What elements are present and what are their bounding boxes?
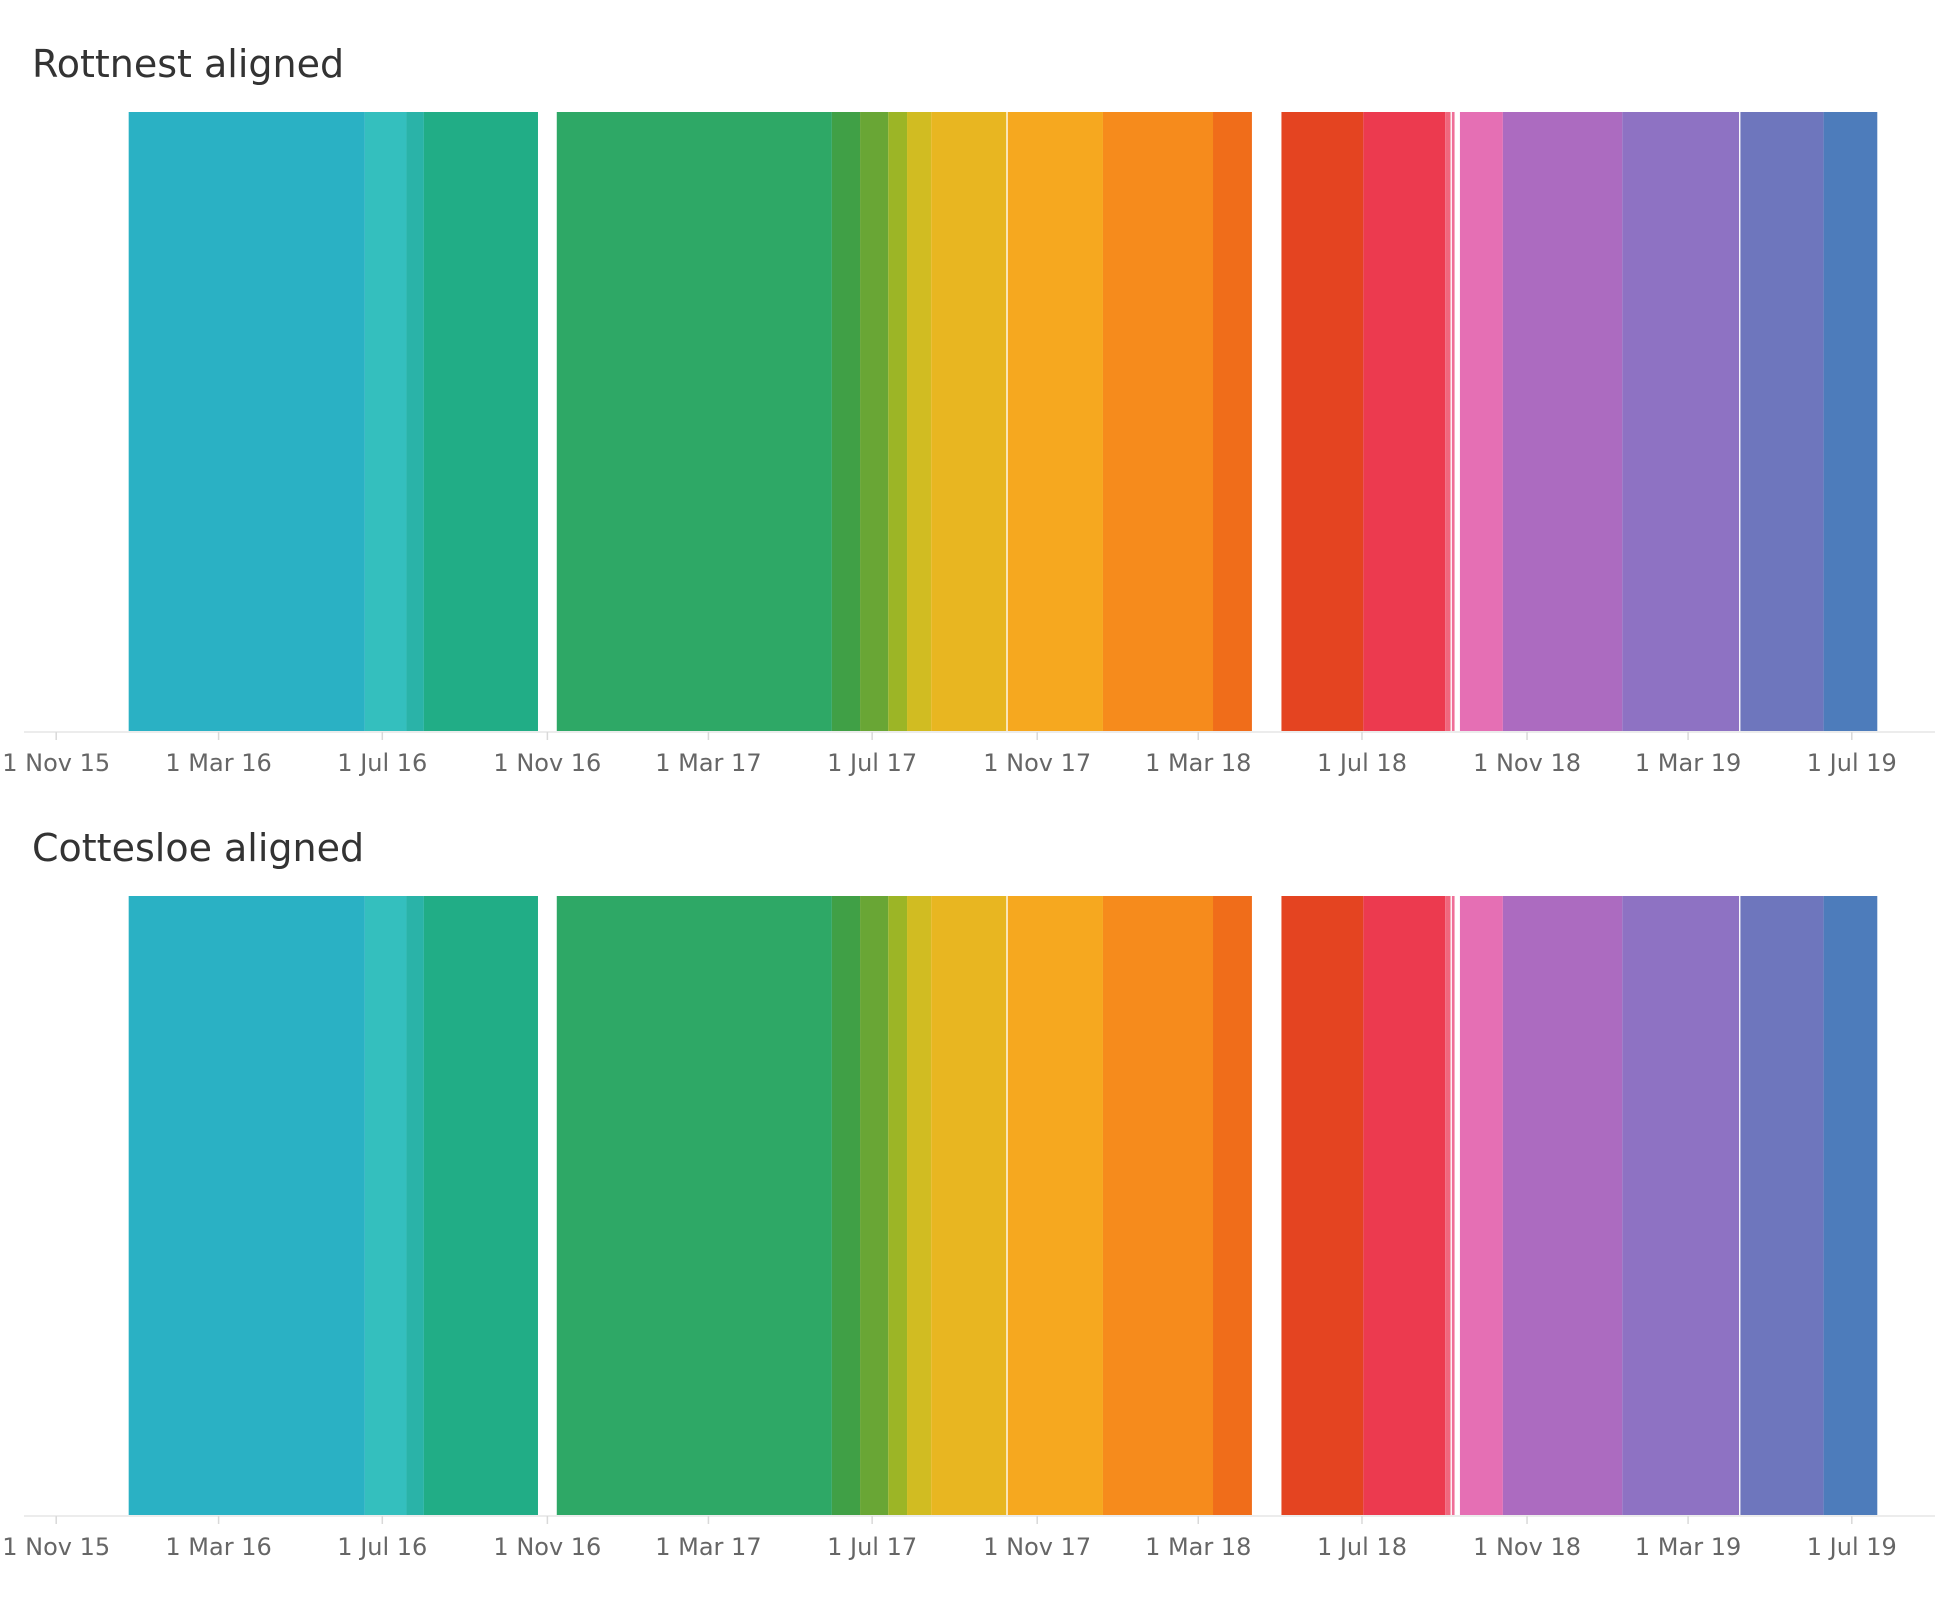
x-tick-label: 1 Jul 18 [1317,1533,1407,1561]
timeline-segment [1281,896,1364,1515]
x-tick-label: 1 Jul 17 [827,749,917,777]
timeline-segment [1459,112,1503,731]
x-tick-label: 1 Mar 17 [655,1533,761,1561]
timeline-segment [128,896,365,1515]
chart-title: Rottnest aligned [32,42,345,86]
timeline-segment [406,112,424,731]
x-tick-label: 1 Jul 17 [827,1533,917,1561]
timeline-segment [1823,112,1878,731]
timeline-segment [364,112,407,731]
x-tick-label: 1 Nov 18 [1473,1533,1581,1561]
x-tick-label: 1 Nov 15 [2,749,110,777]
x-tick-label: 1 Nov 16 [493,1533,601,1561]
rottnest-timeline-chart: 1 Nov 15 1 Mar 16 1 Jul 16 1 Nov 16 1 Mar 17… [2,112,1935,777]
timeline-segment [1102,896,1214,1515]
timeline-segment [423,112,538,731]
timeline-segment [1823,896,1878,1515]
x-tick-label: 1 Nov 18 [1473,749,1581,777]
timeline-segment [1622,896,1740,1515]
timeline-segment [1281,112,1364,731]
timeline-segment [556,112,832,731]
timeline-segment [1213,896,1252,1515]
x-tick-label: 1 Mar 16 [165,1533,271,1561]
x-tick-label: 1 Nov 17 [983,1533,1091,1561]
x-tick-label: 1 Jul 19 [1807,749,1897,777]
timeline-segment [1451,112,1455,731]
x-tick-label: 1 Nov 15 [2,1533,110,1561]
timeline-segment [1445,896,1451,1515]
timeline-segment [1007,112,1103,731]
timeline-segment [931,896,1007,1515]
timeline-segment [406,896,424,1515]
timeline-segment [860,896,889,1515]
timeline-segment [1363,112,1446,731]
timeline-segment [1459,896,1503,1515]
x-tick-label: 1 Jul 16 [337,1533,427,1561]
x-tick-label: 1 Jul 16 [337,749,427,777]
timeline-segment [888,896,908,1515]
x-tick-label: 1 Mar 17 [655,749,761,777]
timeline-segment [128,112,365,731]
x-tick-label: 1 Mar 19 [1635,1533,1741,1561]
x-tick-label: 1 Mar 19 [1635,749,1741,777]
timeline-segment [831,112,861,731]
x-tick-label: 1 Nov 16 [493,749,601,777]
timeline-segment [1740,896,1824,1515]
timeline-segment [1622,112,1740,731]
timeline-segment [1502,896,1623,1515]
x-tick-label: 1 Jul 18 [1317,749,1407,777]
timeline-segment [556,896,832,1515]
timeline-segment [831,896,861,1515]
timeline-segment [907,896,932,1515]
timeline-segment [364,896,407,1515]
timeline-segment [907,112,932,731]
cottesloe-timeline-chart: 1 Nov 15 1 Mar 16 1 Jul 16 1 Nov 16 1 Mar 17… [2,896,1935,1561]
x-tick-label: 1 Mar 16 [165,749,271,777]
chart-title: Cottesloe aligned [32,826,365,870]
timeline-segment [860,112,889,731]
timeline-segment [888,112,908,731]
timeline-segment [423,896,538,1515]
timeline-segment [1451,896,1455,1515]
timeline-segment [1740,112,1824,731]
timeline-segment [1445,112,1451,731]
timeline-segment [1502,112,1623,731]
x-tick-label: 1 Mar 18 [1145,749,1251,777]
timeline-segment [1363,896,1446,1515]
x-tick-label: 1 Nov 17 [983,749,1091,777]
timeline-segment [1102,112,1214,731]
timeline-segment [931,112,1007,731]
x-tick-label: 1 Mar 18 [1145,1533,1251,1561]
timeline-segment [1213,112,1252,731]
timeline-segment [1007,896,1103,1515]
x-tick-label: 1 Jul 19 [1807,1533,1897,1561]
